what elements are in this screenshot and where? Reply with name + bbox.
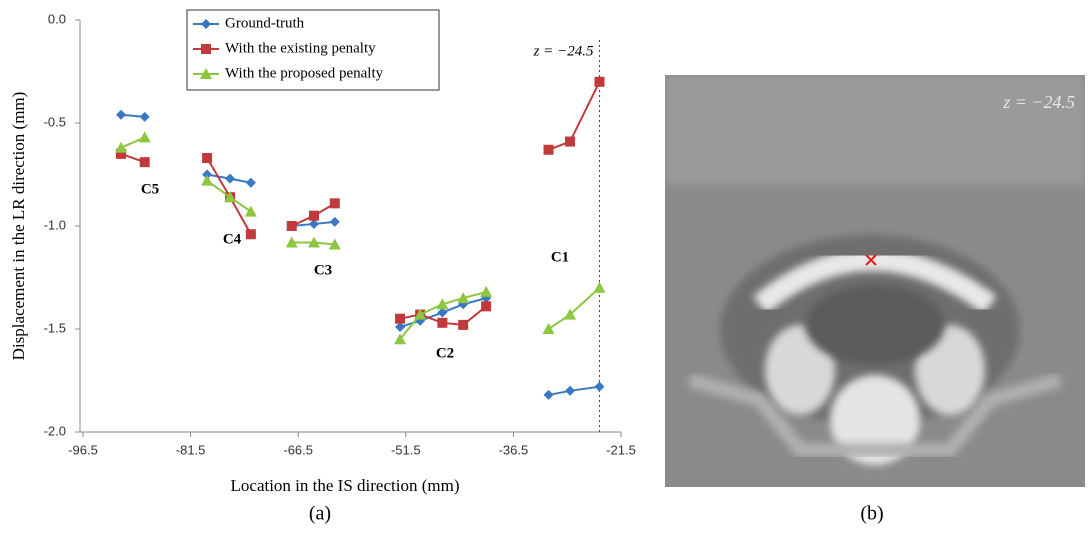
reference-label: z = −24.5 — [533, 43, 594, 59]
x-tick-label: -51.5 — [391, 442, 421, 457]
group-label: C4 — [223, 231, 242, 247]
data-point — [565, 386, 575, 396]
y-tick-label: 0.0 — [48, 11, 66, 26]
data-point — [544, 145, 554, 155]
data-point — [225, 174, 235, 184]
data-point — [116, 110, 126, 120]
data-point — [287, 221, 297, 231]
data-point — [140, 112, 150, 122]
data-point — [140, 157, 150, 167]
y-tick-label: -0.5 — [44, 114, 66, 129]
group-label: C5 — [141, 181, 159, 197]
data-point — [202, 153, 212, 163]
data-point — [246, 229, 256, 239]
slice-label: z = −24.5 — [1002, 92, 1075, 112]
figure: Location in the IS direction (mm) Displa… — [0, 0, 1089, 529]
panel-b: z = −24.5 (b) — [665, 75, 1085, 525]
ct-image — [665, 75, 1085, 487]
x-tick-label: -36.5 — [499, 442, 529, 457]
data-point — [330, 198, 340, 208]
data-point — [330, 217, 340, 227]
panel-a: Location in the IS direction (mm) Displa… — [9, 10, 636, 525]
y-axis-label: Displacement in the LR direction (mm) — [9, 92, 28, 361]
x-tick-label: -81.5 — [176, 442, 206, 457]
data-point — [395, 314, 405, 324]
legend-label: With the proposed penalty — [225, 65, 384, 81]
data-point — [593, 282, 605, 293]
data-point — [481, 301, 491, 311]
data-point — [565, 137, 575, 147]
caption: (a) — [309, 503, 331, 525]
data-point — [437, 318, 447, 328]
group-label: C1 — [551, 249, 569, 265]
series-line — [121, 82, 599, 325]
y-tick-label: -2.0 — [44, 423, 66, 438]
series-line — [121, 115, 599, 395]
data-point — [544, 390, 554, 400]
group-label: C2 — [436, 345, 454, 361]
legend-label: With the existing penalty — [225, 40, 376, 56]
data-point — [201, 44, 211, 54]
data-point — [115, 142, 127, 153]
x-tick-label: -96.5 — [68, 442, 98, 457]
data-point — [594, 382, 604, 392]
series-line — [121, 137, 599, 339]
data-point — [309, 211, 319, 221]
data-point — [245, 206, 257, 217]
y-tick-label: -1.5 — [44, 320, 66, 335]
page: Location in the IS direction (mm) Displa… — [0, 0, 1089, 534]
data-point — [458, 320, 468, 330]
data-point — [594, 77, 604, 87]
data-point — [543, 323, 555, 334]
x-tick-label: -21.5 — [606, 442, 636, 457]
x-axis-label: Location in the IS direction (mm) — [231, 476, 460, 495]
group-label: C3 — [314, 262, 332, 278]
legend-label: Ground-truth — [225, 15, 305, 31]
data-point — [246, 178, 256, 188]
data-point — [480, 286, 492, 297]
x-tick-label: -66.5 — [283, 442, 313, 457]
y-tick-label: -1.0 — [44, 217, 66, 232]
data-point — [201, 175, 213, 186]
data-point — [139, 131, 151, 142]
caption: (b) — [860, 503, 883, 525]
